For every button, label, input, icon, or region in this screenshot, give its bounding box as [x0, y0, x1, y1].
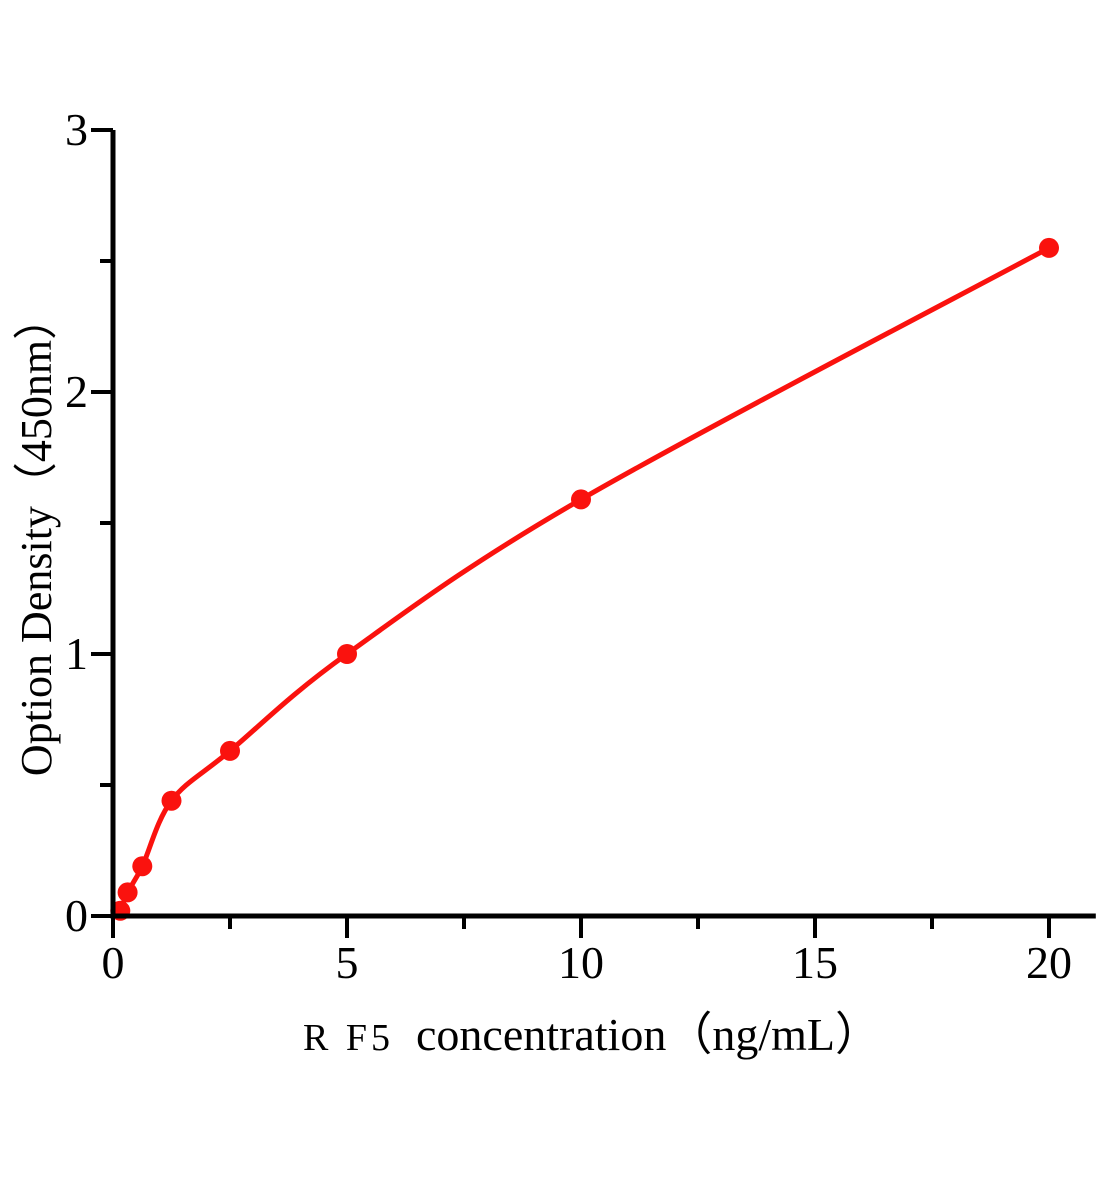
y-tick-label: 2: [65, 366, 88, 417]
fit-curve: [117, 245, 1052, 914]
x-tick-label: 10: [558, 937, 604, 988]
y-tick-label: 0: [65, 890, 88, 941]
data-point-marker: [571, 489, 591, 510]
x-tick-label: 15: [792, 937, 838, 988]
x-tick-label: 5: [335, 937, 359, 988]
data-point-marker: [1039, 237, 1059, 258]
x-tick-label: 20: [1026, 937, 1072, 988]
data-point-marker: [117, 882, 138, 903]
x-axis-title: R F5 concentration（ng/mL）: [303, 998, 881, 1064]
x-tick-label: 0: [101, 937, 125, 988]
data-point-marker: [132, 856, 153, 877]
data-point-marker: [161, 790, 182, 811]
x-axis-title-prefix: R F5: [303, 1017, 394, 1059]
data-point-marker: [337, 644, 357, 664]
data-point-marker: [220, 740, 240, 761]
y-tick-label: 3: [65, 104, 88, 155]
x-axis-title-main: concentration（ng/mL）: [415, 1009, 881, 1060]
axis-spines: [110, 130, 1096, 919]
y-tick-label: 1: [65, 628, 88, 679]
